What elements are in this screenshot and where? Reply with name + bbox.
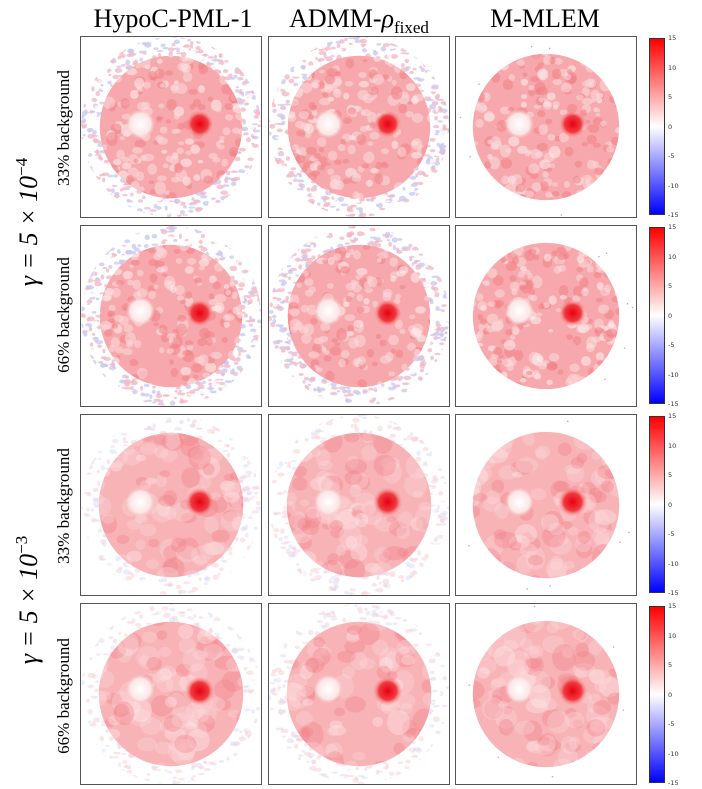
colorbar-tick-label: -5	[668, 152, 675, 160]
hot-lesion	[372, 676, 403, 706]
row-label-1: 33% background	[54, 70, 73, 186]
colorbar-tick-label: 15	[668, 412, 677, 420]
cold-lesion	[125, 674, 156, 704]
colorbar-4	[649, 606, 665, 783]
gamma-exponent: −3	[12, 535, 32, 554]
colorbar-tick-label: -10	[668, 749, 679, 758]
rho-symbol: ρ	[381, 4, 394, 33]
column-title-admm-rho-fixed: ADMM-ρfixed	[268, 4, 450, 38]
cold-lesion	[125, 109, 156, 139]
gamma-prefix: γ = 5 × 10	[13, 175, 43, 287]
cold-lesion	[313, 109, 344, 139]
reconstruction-image-r1-c1	[80, 36, 262, 218]
reconstruction-image-r4-c1	[80, 603, 262, 785]
cold-lesion	[125, 296, 156, 326]
gamma-label-group-1: γ = 5 × 10−4	[12, 158, 44, 286]
cold-lesion	[504, 296, 535, 326]
colorbar-tick-label: -15	[668, 779, 679, 787]
colorbar-tick-label: -5	[668, 530, 675, 538]
column-title-m-mlem: M-MLEM	[490, 4, 600, 33]
cold-lesion	[313, 674, 344, 704]
gamma-exponent: −4	[12, 157, 32, 176]
colorbar-tick-label: -15	[668, 589, 679, 597]
reconstruction-image-r3-c3	[455, 414, 637, 596]
hot-lesion	[557, 487, 588, 517]
column-title-hypoc-pml-1: HypoC-PML-1	[93, 4, 253, 33]
reconstruction-image-r4-c3	[455, 603, 637, 785]
colorbar-3	[649, 416, 665, 593]
colorbar-tick-label: 10	[668, 631, 677, 640]
phantom-disc	[472, 620, 620, 768]
admm-label-main: ADMM-	[289, 4, 382, 33]
reconstruction-image-r3-c1	[80, 414, 262, 596]
phantom-disc	[98, 621, 244, 767]
reconstruction-image-r2-c1	[80, 225, 262, 407]
colorbar-tick-label: -15	[668, 400, 679, 408]
cold-lesion	[504, 109, 535, 139]
colorbar-tick-label: 0	[668, 311, 673, 320]
colorbar-tick-label: -5	[668, 720, 675, 728]
hot-lesion	[184, 676, 215, 706]
colorbar-tick-label: -5	[668, 341, 675, 349]
row-label-2: 66% background	[54, 257, 73, 373]
colorbar-tick-label: 0	[668, 690, 673, 699]
hot-lesion	[557, 676, 588, 706]
hot-lesion	[558, 299, 587, 327]
colorbar-tick-label: -15	[668, 211, 679, 219]
colorbar-tick-label: 15	[668, 34, 677, 42]
gamma-prefix: γ = 5 × 10	[13, 553, 43, 665]
colorbar-tick-label: -10	[668, 559, 679, 568]
phantom-disc	[98, 432, 244, 578]
hot-lesion	[185, 299, 214, 327]
hot-lesion	[373, 110, 402, 138]
rho-subscript: fixed	[394, 18, 429, 38]
row-label-3: 33% background	[54, 448, 73, 564]
reconstruction-image-r2-c2	[268, 225, 450, 407]
colorbar-tick-label: 15	[668, 602, 677, 610]
reconstruction-image-r1-c2	[268, 36, 450, 218]
phantom-disc	[286, 621, 432, 767]
reconstruction-image-r1-c3	[455, 36, 637, 218]
hot-lesion	[558, 110, 587, 138]
colorbar-tick-label: 5	[668, 661, 673, 669]
phantom-disc	[286, 432, 432, 578]
colorbar-1	[649, 38, 665, 215]
hot-lesion	[184, 487, 215, 517]
colorbar-tick-label: -10	[668, 181, 679, 190]
cold-lesion	[313, 487, 344, 517]
reconstruction-image-r4-c2	[268, 603, 450, 785]
cold-lesion	[313, 296, 344, 326]
colorbar-tick-label: -10	[668, 370, 679, 379]
row-label-4: 66% background	[54, 638, 73, 754]
colorbar-tick-label: 10	[668, 63, 677, 72]
cold-lesion	[125, 487, 156, 517]
hot-lesion	[373, 299, 402, 327]
gamma-label-group-2: γ = 5 × 10−3	[12, 536, 44, 664]
colorbar-tick-label: 5	[668, 282, 673, 290]
hot-lesion	[185, 110, 214, 138]
colorbar-tick-label: 0	[668, 122, 673, 131]
colorbar-tick-label: 5	[668, 93, 673, 101]
reconstruction-image-r3-c2	[268, 414, 450, 596]
hot-lesion	[372, 487, 403, 517]
phantom-disc	[472, 431, 620, 579]
colorbar-tick-label: 5	[668, 471, 673, 479]
cold-lesion	[504, 674, 535, 704]
colorbar-tick-label: 10	[668, 252, 677, 261]
reconstruction-image-r2-c3	[455, 225, 637, 407]
cold-lesion	[504, 487, 535, 517]
colorbar-tick-label: 15	[668, 223, 677, 231]
colorbar-tick-label: 0	[668, 500, 673, 509]
colorbar-2	[649, 227, 665, 404]
colorbar-tick-label: 10	[668, 441, 677, 450]
